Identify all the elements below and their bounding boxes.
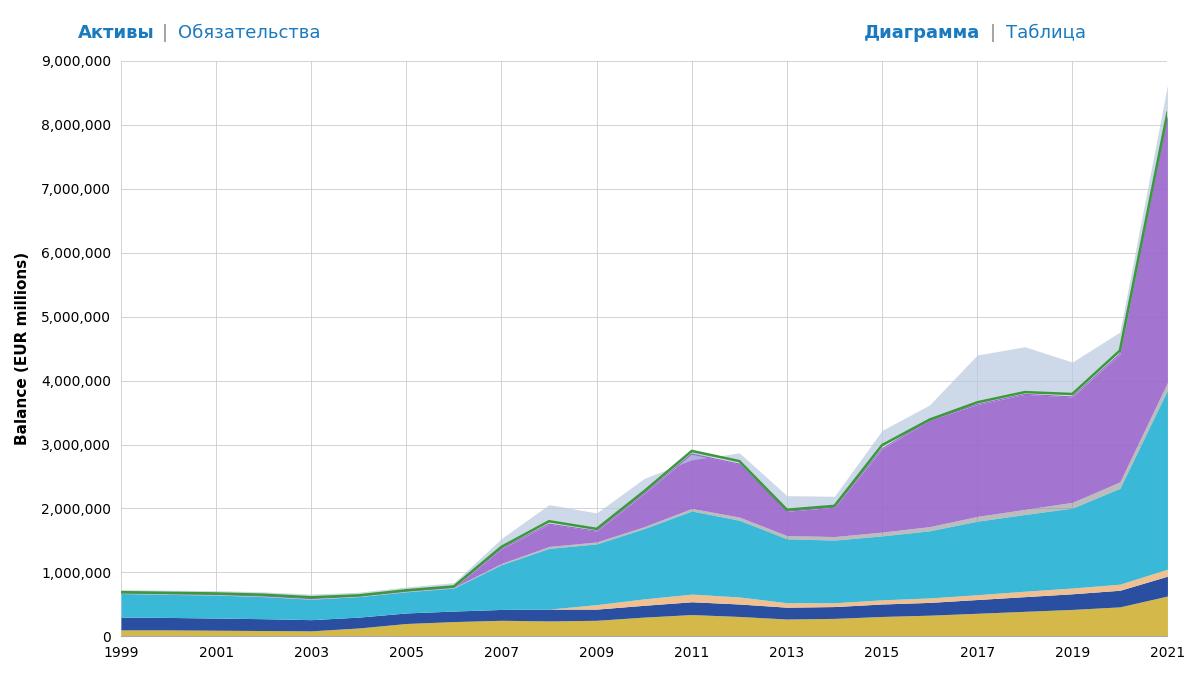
Text: |: | (990, 24, 996, 42)
Y-axis label: Balance (EUR millions): Balance (EUR millions) (14, 252, 30, 446)
Text: Активы: Активы (78, 24, 155, 42)
Text: Обязательства: Обязательства (178, 24, 320, 42)
Text: Таблица: Таблица (1006, 24, 1086, 42)
Text: Диаграмма: Диаграмма (864, 24, 980, 42)
Text: |: | (162, 24, 168, 42)
